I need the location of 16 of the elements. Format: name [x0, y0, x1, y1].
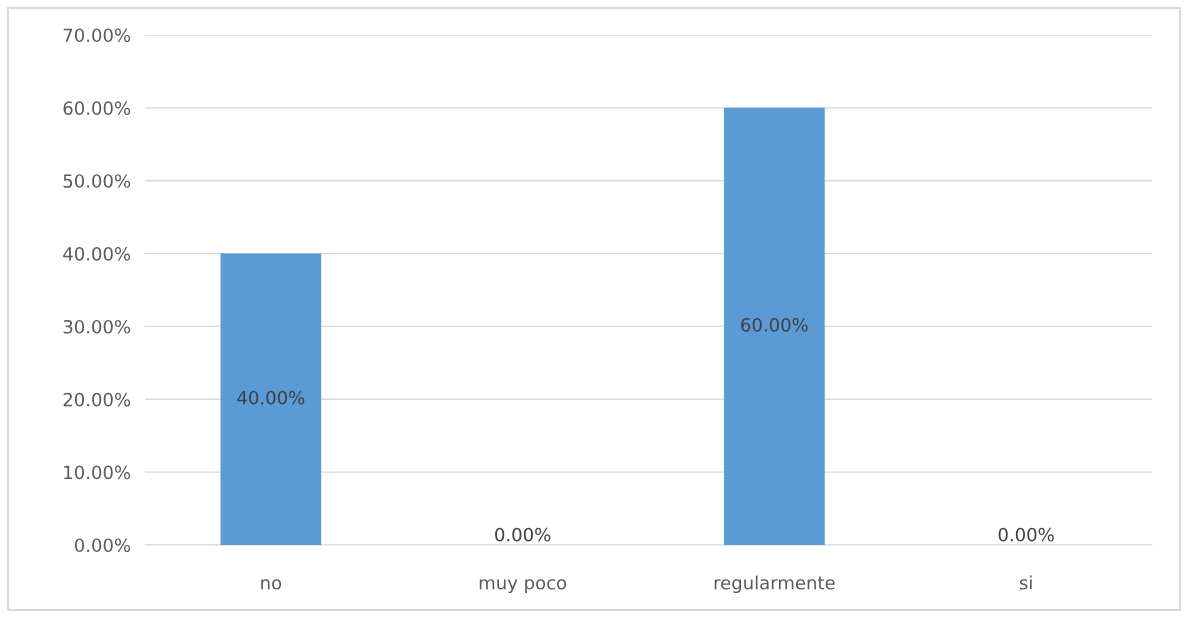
y-tick-label: 20.00% [63, 392, 131, 407]
y-tick-label: 30.00% [63, 319, 131, 334]
data-label: 0.00% [495, 527, 551, 542]
y-tick-label: 70.00% [63, 28, 131, 43]
x-tick-label: muy poco [479, 579, 567, 594]
x-tick-label: no [261, 579, 282, 590]
data-label: 40.00% [237, 390, 305, 405]
y-tick-label: 0.00% [74, 538, 131, 553]
x-tick-label: regularmente [714, 575, 835, 594]
y-tick-label: 50.00% [63, 174, 131, 188]
data-label: 60.00% [741, 318, 808, 332]
y-tick-label: 60.00% [63, 101, 131, 115]
y-tick-label: 10.00% [64, 465, 131, 480]
data-label: 0.00% [998, 527, 1054, 542]
x-tick-label: si [1019, 575, 1032, 590]
y-tick-label: 40.00% [63, 247, 131, 261]
